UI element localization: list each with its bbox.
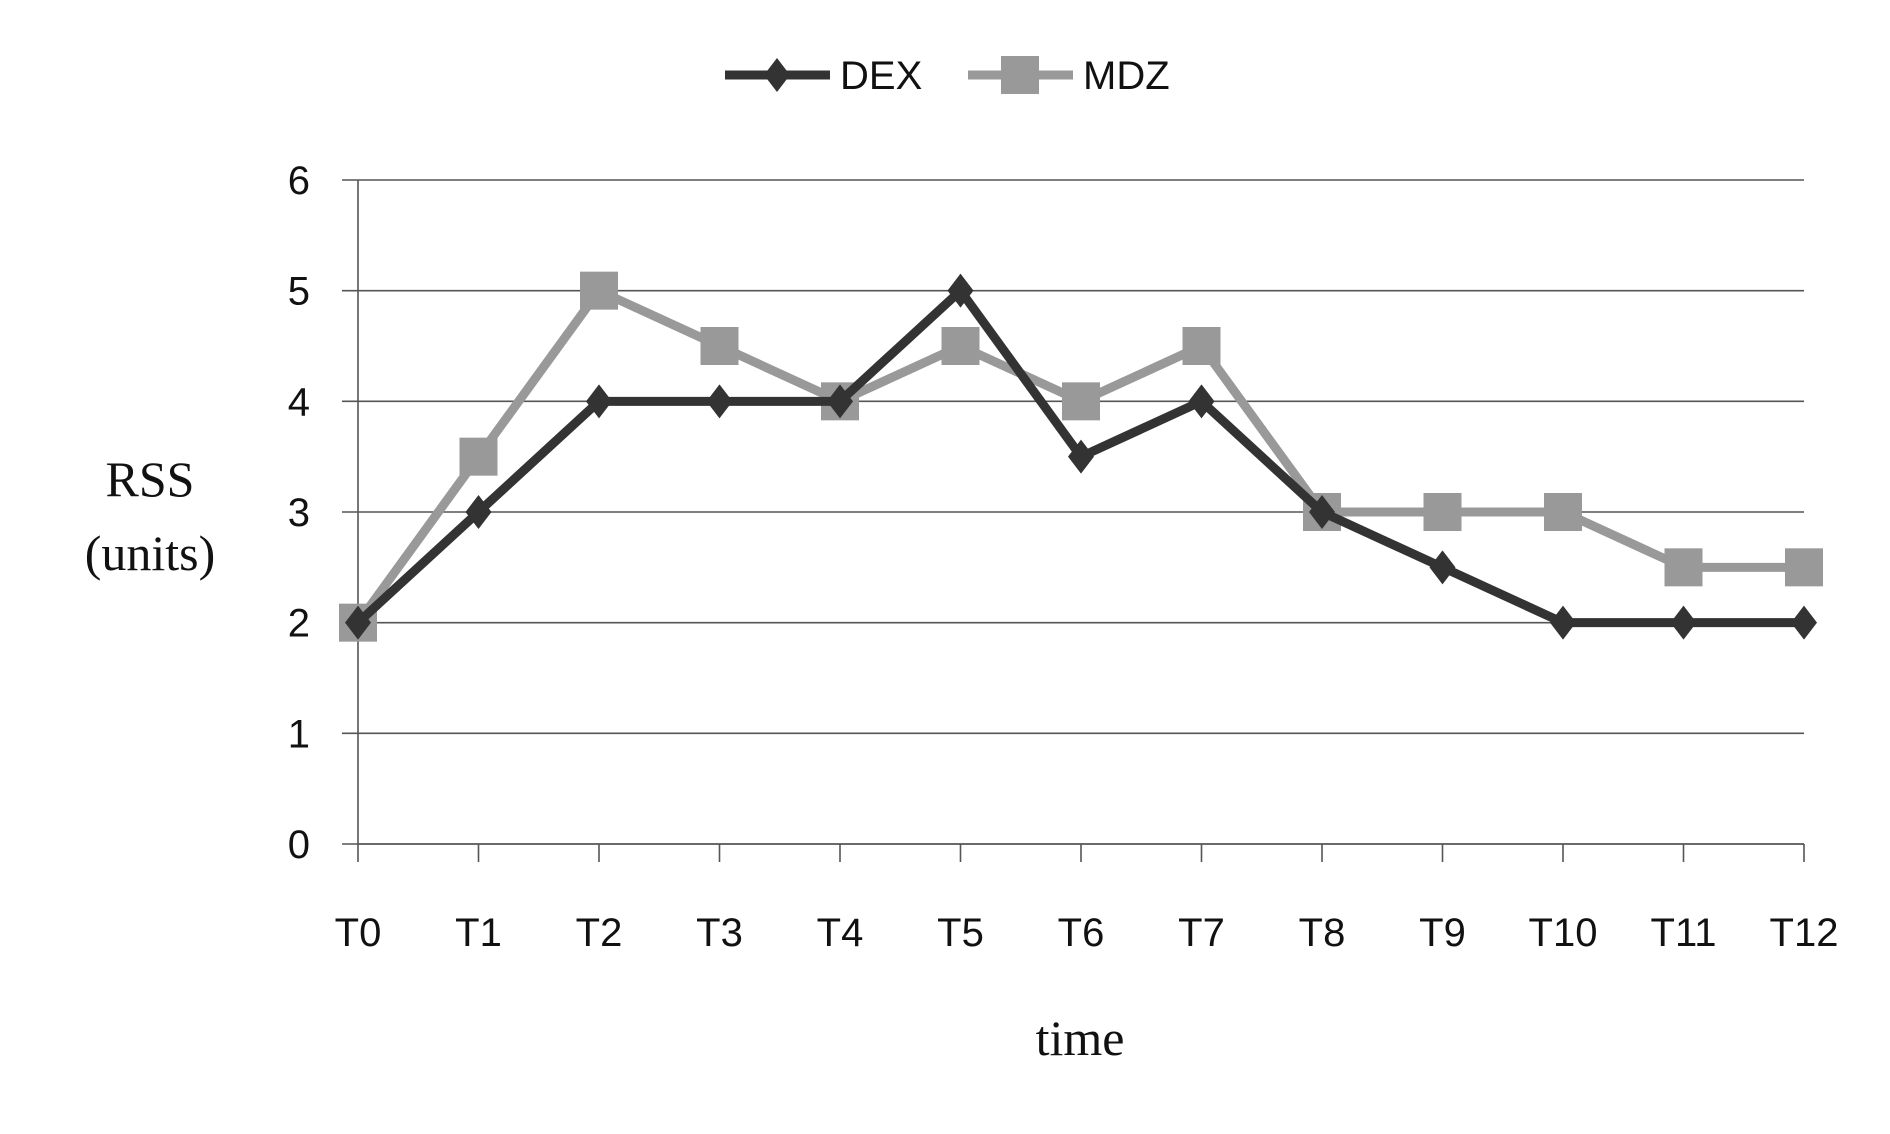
y-tick-label: 1 <box>288 712 310 756</box>
y-tick-label: 5 <box>288 270 310 314</box>
y-tick-label: 0 <box>288 823 310 867</box>
x-tick-label: T6 <box>1058 911 1105 955</box>
dex-marker <box>1429 550 1456 585</box>
dex-marker <box>1188 384 1215 419</box>
x-tick-label: T4 <box>817 911 864 955</box>
dex-marker <box>586 384 612 419</box>
dex-marker <box>1068 439 1094 474</box>
y-tick-label: 2 <box>288 602 310 646</box>
y-tick-label: 3 <box>288 491 310 535</box>
dex-marker <box>1670 605 1697 640</box>
x-tick-label: T7 <box>1178 911 1225 955</box>
x-tick-label: T10 <box>1529 911 1598 955</box>
mdz-marker <box>1423 493 1462 531</box>
dex-marker <box>764 58 790 92</box>
mdz-marker <box>1062 382 1100 421</box>
dex-marker <box>465 495 492 529</box>
y-axis-label-line2: (units) <box>85 525 216 581</box>
dex-marker <box>1791 605 1817 640</box>
series-dex <box>345 273 1817 640</box>
mdz-marker <box>1664 548 1703 587</box>
y-tick-label: 4 <box>288 380 310 424</box>
legend-label: MDZ <box>1083 54 1170 98</box>
x-tick-label: T11 <box>1651 911 1717 955</box>
x-tick-label: T3 <box>696 911 743 955</box>
mdz-marker <box>1785 548 1823 587</box>
y-tick-labels: 0 1 2 3 4 5 6 <box>288 159 310 867</box>
y-axis-label-line1: RSS <box>106 451 195 507</box>
gridlines <box>342 179 1804 845</box>
x-tick-label: T12 <box>1770 911 1839 955</box>
mdz-marker <box>700 327 739 365</box>
dex-marker <box>1309 495 1335 529</box>
mdz-marker <box>459 437 498 476</box>
axes <box>357 180 1805 862</box>
x-tick-label: T0 <box>335 911 382 955</box>
mdz-marker <box>580 271 618 310</box>
x-tick-label: T9 <box>1419 911 1466 955</box>
legend-label: DEX <box>840 54 922 98</box>
mdz-marker <box>1182 327 1221 365</box>
dex-marker <box>827 384 853 419</box>
mdz-marker <box>941 327 980 365</box>
dex-marker <box>345 605 371 640</box>
y-tick-label: 6 <box>288 159 310 203</box>
x-tick-label: T1 <box>455 911 502 955</box>
legend-item-mdz: MDZ <box>968 54 1170 98</box>
x-tick-label: T5 <box>937 911 984 955</box>
x-tick-labels: T0 T1 T2 T3 T4 T5 T6 T7 T8 T9 T10 T11 T12 <box>335 911 1839 955</box>
legend: DEX MDZ <box>725 54 1170 98</box>
dex-marker <box>1550 605 1576 640</box>
x-axis-label: time <box>1036 1010 1125 1066</box>
mdz-marker <box>1544 493 1582 531</box>
series-layer <box>339 271 1823 642</box>
legend-item-dex: DEX <box>725 54 922 98</box>
mdz-marker <box>1001 56 1039 94</box>
x-tick-label: T2 <box>576 911 623 955</box>
dex-marker <box>947 273 974 308</box>
dex-marker <box>706 384 733 419</box>
x-tick-label: T8 <box>1299 911 1346 955</box>
